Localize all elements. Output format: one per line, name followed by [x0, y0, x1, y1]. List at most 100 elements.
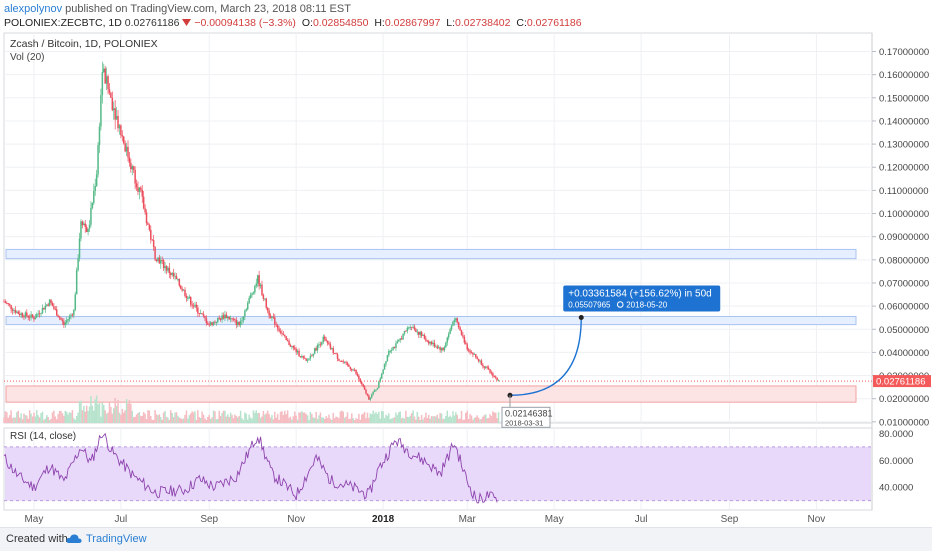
volume-bar — [80, 400, 82, 423]
candle-body — [316, 344, 319, 351]
volume-bar — [437, 418, 440, 423]
volume-bar — [332, 412, 334, 423]
volume-bar — [296, 419, 299, 423]
volume-bar — [352, 418, 354, 423]
volume-bar — [70, 412, 72, 423]
x-tick-label: Nov — [287, 514, 305, 525]
volume-bar — [402, 417, 404, 423]
candle-body — [204, 315, 206, 319]
volume-bar — [211, 417, 213, 423]
volume-bar — [496, 418, 498, 423]
candle-body — [101, 72, 104, 96]
candle-body — [177, 278, 179, 280]
candle-body — [274, 317, 276, 325]
volume-bar — [38, 417, 41, 423]
volume-bar — [100, 416, 102, 423]
candle-body — [75, 270, 78, 295]
volume-bar — [261, 416, 263, 423]
candle-body — [23, 316, 25, 318]
candle-body — [467, 349, 470, 351]
candle-body — [356, 373, 359, 376]
volume-bar — [463, 419, 466, 423]
author-link[interactable]: alexpolynov — [4, 3, 63, 15]
volume-bar — [311, 414, 313, 423]
volume-bar — [269, 417, 272, 423]
candle-body — [57, 315, 59, 318]
rsi-line — [3, 432, 498, 504]
volume-bar — [308, 419, 310, 423]
candle-body — [141, 190, 144, 197]
projection-start-price: 0.02146381 — [505, 408, 553, 418]
candle-body — [349, 366, 352, 369]
candle-body — [245, 309, 248, 311]
last-price: 0.02761186 — [124, 17, 180, 29]
volume-bar — [118, 412, 121, 423]
volume-bar — [18, 417, 21, 423]
candle-body — [43, 307, 45, 310]
candle-body — [164, 266, 166, 269]
volume-bar — [221, 413, 223, 423]
candle-body — [17, 311, 20, 314]
candle-body — [291, 345, 293, 347]
candle-body — [375, 389, 377, 391]
candle-body — [224, 314, 226, 319]
x-tick-label: Jul — [635, 514, 648, 525]
candle-body — [449, 329, 451, 334]
volume-bar — [225, 416, 228, 423]
candle-body — [54, 308, 57, 310]
candle-body — [322, 336, 325, 343]
candle-body — [472, 352, 474, 355]
volume-bar — [142, 412, 145, 423]
candle-body — [117, 115, 119, 129]
volume-bar — [292, 416, 295, 423]
candle-body — [241, 320, 243, 322]
candle-body — [355, 369, 357, 374]
volume-bar — [84, 411, 86, 423]
volume-bar — [427, 414, 430, 423]
candle-body — [376, 388, 379, 390]
candle-body — [235, 319, 238, 325]
candle-body — [333, 353, 336, 354]
candle-body — [456, 318, 458, 323]
candle-body — [343, 361, 346, 363]
candle-body — [294, 347, 296, 349]
volume-bar — [90, 396, 92, 423]
candle-body — [60, 318, 62, 320]
volume-bar — [254, 412, 256, 423]
volume-bar — [181, 418, 183, 423]
tradingview-brand-link[interactable]: TradingView — [86, 533, 147, 545]
volume-bar — [380, 410, 383, 423]
volume-bar — [362, 413, 364, 423]
volume-bar — [239, 410, 242, 423]
volume-bar — [443, 418, 446, 423]
candle-body — [100, 95, 102, 127]
volume-bar — [359, 419, 362, 423]
candle-body — [470, 352, 473, 354]
candle-body — [465, 342, 467, 345]
volume-bar — [372, 410, 374, 423]
volume-bar — [408, 417, 410, 423]
volume-bar — [178, 417, 181, 423]
x-tick-label: Sep — [200, 514, 218, 525]
candle-body — [279, 331, 282, 333]
volume-bar — [127, 403, 129, 423]
volume-bar — [415, 419, 417, 423]
projection-tooltip — [563, 285, 721, 312]
candle-body — [315, 348, 317, 351]
candle-body — [4, 301, 7, 304]
volume-bar — [382, 411, 384, 423]
candle-body — [202, 314, 205, 316]
volume-bar — [55, 419, 58, 423]
volume-bar — [160, 416, 162, 423]
volume-bar — [11, 418, 14, 423]
volume-bar — [124, 410, 126, 423]
y-tick-label: 0.12000000 — [879, 163, 929, 174]
candle-body — [53, 306, 55, 309]
projection-start-date: 2018-03-31 — [505, 418, 543, 427]
volume-bar — [147, 410, 149, 423]
volume-bar — [21, 419, 24, 423]
candle-body — [246, 302, 249, 310]
y-tick-label: 0.05000000 — [879, 325, 929, 336]
candle-body — [258, 275, 260, 287]
